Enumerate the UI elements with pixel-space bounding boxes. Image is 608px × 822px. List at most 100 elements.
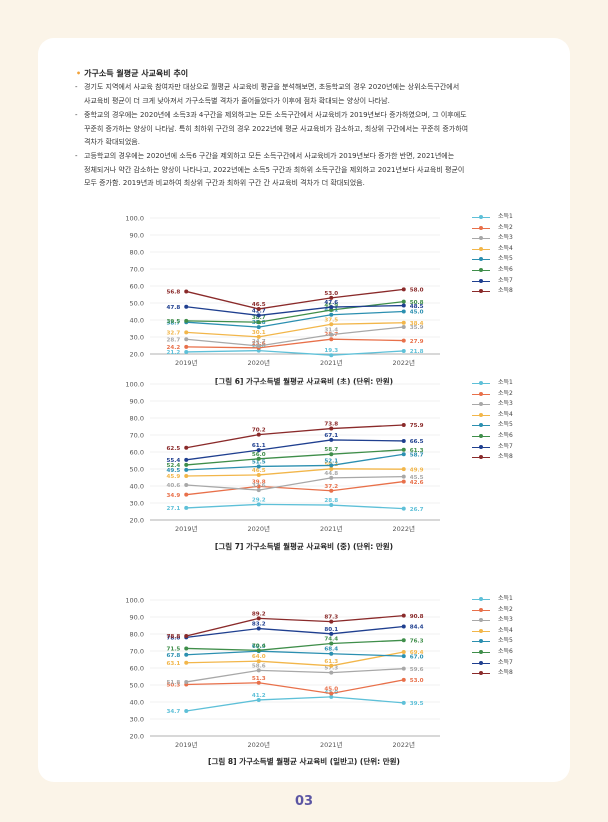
y-tick-label: 60.0 xyxy=(130,449,144,457)
legend-marker xyxy=(479,236,483,241)
data-label: 49.5 xyxy=(166,468,180,474)
legend-item: 소득6 xyxy=(472,265,513,276)
data-point xyxy=(329,619,334,624)
data-point xyxy=(184,482,189,487)
paragraph-dash: - xyxy=(75,111,78,119)
series-line xyxy=(186,322,404,338)
legend-label: 소득4 xyxy=(498,626,513,634)
data-label: 57.3 xyxy=(324,666,338,672)
data-label: 58.7 xyxy=(410,452,424,458)
x-tick-label: 2022년 xyxy=(392,740,415,749)
data-label: 61.3 xyxy=(324,659,338,665)
figure-caption: [그림 7] 가구소득별 월평균 사교육비 (중) (단위: 만원) xyxy=(214,542,394,551)
paragraph: - 경기도 지역에서 사교육 참여자만 대상으로 월평균 사교육비 평균을 분석해… xyxy=(75,81,552,108)
data-point xyxy=(329,475,334,480)
section-title: • 가구소득 월평균 사교육비 추이 xyxy=(76,68,188,79)
data-point xyxy=(329,322,334,327)
data-point xyxy=(184,634,189,639)
legend-label: 소득6 xyxy=(498,431,513,439)
data-label: 87.3 xyxy=(324,615,338,621)
y-tick-label: 70.0 xyxy=(130,432,144,440)
data-point xyxy=(401,506,406,511)
data-point xyxy=(184,462,189,467)
series-line xyxy=(186,349,404,356)
data-label: 69.9 xyxy=(252,644,266,650)
data-label: 42.6 xyxy=(410,480,424,486)
data-point xyxy=(401,287,406,292)
legend-marker xyxy=(479,381,483,385)
data-label: 69.4 xyxy=(410,650,424,656)
data-point xyxy=(329,312,334,317)
x-tick-label: 2019년 xyxy=(175,740,198,749)
y-tick-label: 80.0 xyxy=(130,415,144,423)
legend-marker xyxy=(479,607,483,612)
data-label: 35.9 xyxy=(410,325,424,331)
data-point xyxy=(401,654,406,659)
data-label: 37.5 xyxy=(324,317,338,323)
legend-item: 소득5 xyxy=(472,254,513,265)
legend-label: 소득7 xyxy=(498,658,513,666)
data-point xyxy=(329,305,334,310)
data-label: 78.0 xyxy=(166,636,180,642)
data-label: 24.7 xyxy=(252,339,266,345)
data-point xyxy=(184,709,189,714)
data-point xyxy=(256,616,261,621)
data-point xyxy=(401,677,406,682)
chart-legend: 소득1 소득2 소득3 소득4 소득5 소득6 소득7 소득8 xyxy=(472,378,513,463)
data-label: 30.1 xyxy=(252,330,266,336)
data-point xyxy=(329,694,334,699)
paragraph-line: 고등학교의 경우에는 2020년에 소득6 구간을 제외하고 모든 소득구간에서… xyxy=(84,152,455,160)
x-tick-label: 2019년 xyxy=(175,358,198,367)
legend-marker xyxy=(479,444,483,449)
data-label: 45.5 xyxy=(410,475,424,481)
data-label: 58.7 xyxy=(324,447,338,453)
data-label: 44.8 xyxy=(324,471,338,477)
x-tick-label: 2021년 xyxy=(320,740,343,749)
y-tick-label: 50.0 xyxy=(130,300,144,308)
data-label: 52.4 xyxy=(166,463,180,469)
figure-caption: [그림 8] 가구소득별 월평균 사교육비 (일반고) (단위: 만원) xyxy=(208,757,400,766)
series-line xyxy=(186,326,404,347)
data-label: 28.7 xyxy=(166,337,180,343)
legend-marker xyxy=(479,246,483,251)
data-label: 84.4 xyxy=(410,625,424,631)
y-tick-label: 20.0 xyxy=(130,351,144,359)
data-label: 29.2 xyxy=(252,497,266,503)
legend-marker xyxy=(479,660,483,665)
data-point xyxy=(401,479,406,484)
line-chart: 20.0 30.0 40.0 50.0 60.0 70.0 80.0 90.0 100.0 201… xyxy=(125,597,440,749)
legend-marker xyxy=(479,402,483,407)
series-line xyxy=(186,679,404,695)
data-point xyxy=(401,338,406,343)
data-point xyxy=(256,484,261,489)
data-label: 39.5 xyxy=(166,319,180,325)
data-label: 67.8 xyxy=(166,653,180,659)
data-label: 39.8 xyxy=(252,479,266,485)
data-point xyxy=(184,344,189,349)
data-point xyxy=(329,426,334,431)
legend-item: 소득3 xyxy=(472,233,513,244)
legend-item: 소득5 xyxy=(472,636,513,647)
data-point xyxy=(184,330,189,335)
paragraph-dash: - xyxy=(75,152,78,160)
legend-item: 소득7 xyxy=(472,658,513,669)
data-point xyxy=(401,650,406,655)
data-point xyxy=(329,670,334,675)
data-point xyxy=(184,318,189,323)
legend-marker xyxy=(479,257,483,262)
y-tick-label: 70.0 xyxy=(130,266,144,274)
bullet-icon: • xyxy=(76,69,82,78)
legend-item: 소득1 xyxy=(472,378,513,389)
data-point xyxy=(256,306,261,311)
legend-marker xyxy=(479,412,483,417)
data-label: 38.4 xyxy=(410,321,424,327)
legend-item: 소득4 xyxy=(472,244,513,255)
data-label: 63.1 xyxy=(166,661,180,667)
legend-marker xyxy=(479,433,483,438)
legend-label: 소득1 xyxy=(498,213,513,220)
data-label: 40.6 xyxy=(166,483,180,489)
series-line xyxy=(186,625,404,639)
data-point xyxy=(401,438,406,443)
data-label: 80.1 xyxy=(324,627,338,633)
data-point xyxy=(256,502,261,507)
